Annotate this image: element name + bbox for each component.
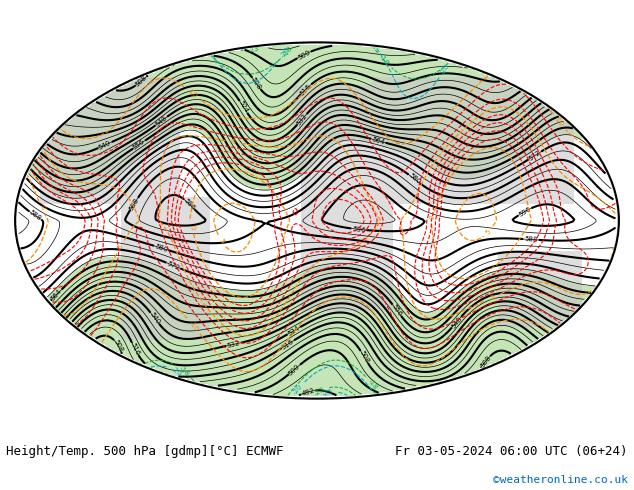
Text: 540: 540 <box>98 140 112 150</box>
Text: 532: 532 <box>226 340 241 349</box>
Text: 492: 492 <box>301 387 315 397</box>
Text: -23: -23 <box>313 386 326 397</box>
Ellipse shape <box>16 43 618 398</box>
Text: -18: -18 <box>378 54 391 67</box>
Text: 564: 564 <box>50 288 63 301</box>
Text: 508: 508 <box>112 339 124 353</box>
Text: 524: 524 <box>238 100 249 114</box>
Text: -18: -18 <box>366 378 378 391</box>
Text: 548: 548 <box>154 115 168 127</box>
Text: 508: 508 <box>358 350 370 364</box>
Text: -18: -18 <box>178 366 190 378</box>
Text: 508: 508 <box>250 76 262 91</box>
Text: 588: 588 <box>28 209 42 222</box>
Text: -23: -23 <box>247 46 260 54</box>
Text: -20: -20 <box>280 46 291 58</box>
Ellipse shape <box>15 42 619 399</box>
Text: -5: -5 <box>116 243 125 251</box>
Text: 0: 0 <box>188 224 195 230</box>
Text: 532: 532 <box>295 112 308 126</box>
Text: -18: -18 <box>282 45 294 58</box>
Text: 516: 516 <box>129 342 141 357</box>
Text: 5: 5 <box>485 228 493 235</box>
Text: 588: 588 <box>524 236 538 243</box>
Text: 0: 0 <box>38 204 46 211</box>
Text: -5: -5 <box>230 139 238 146</box>
Ellipse shape <box>15 42 619 399</box>
Text: 596: 596 <box>183 197 196 211</box>
Text: 556: 556 <box>132 138 146 151</box>
Text: 500: 500 <box>287 363 301 376</box>
Text: 0: 0 <box>429 215 436 220</box>
Text: -5: -5 <box>488 293 497 302</box>
Text: 556: 556 <box>391 303 403 318</box>
Text: 580: 580 <box>154 243 169 253</box>
Text: -10: -10 <box>186 87 198 99</box>
Text: 580: 580 <box>408 172 422 186</box>
Text: 596: 596 <box>517 205 532 218</box>
Text: -10: -10 <box>553 116 565 128</box>
Text: 588: 588 <box>128 196 140 211</box>
Text: 500: 500 <box>297 49 311 61</box>
Text: -20: -20 <box>292 383 304 395</box>
Text: 540: 540 <box>148 311 161 325</box>
Text: -10: -10 <box>188 319 199 332</box>
Text: ©weatheronline.co.uk: ©weatheronline.co.uk <box>493 475 628 486</box>
Text: 564: 564 <box>371 136 385 146</box>
Text: Height/Temp. 500 hPa [gdmp][°C] ECMWF: Height/Temp. 500 hPa [gdmp][°C] ECMWF <box>6 445 284 458</box>
Text: 516: 516 <box>281 338 295 350</box>
Text: -25: -25 <box>322 389 334 397</box>
Text: 572: 572 <box>166 260 181 271</box>
Text: 572: 572 <box>528 149 542 162</box>
Text: 516: 516 <box>299 82 313 96</box>
Text: 524: 524 <box>287 324 301 337</box>
Text: Fr 03-05-2024 06:00 UTC (06+24): Fr 03-05-2024 06:00 UTC (06+24) <box>395 445 628 458</box>
Text: 5: 5 <box>218 238 225 245</box>
Text: -20: -20 <box>170 366 183 377</box>
Text: 508: 508 <box>479 354 492 369</box>
Text: 508: 508 <box>134 74 148 88</box>
Text: 548: 548 <box>450 315 463 329</box>
Text: 596: 596 <box>352 225 366 233</box>
Text: -20: -20 <box>439 63 450 76</box>
